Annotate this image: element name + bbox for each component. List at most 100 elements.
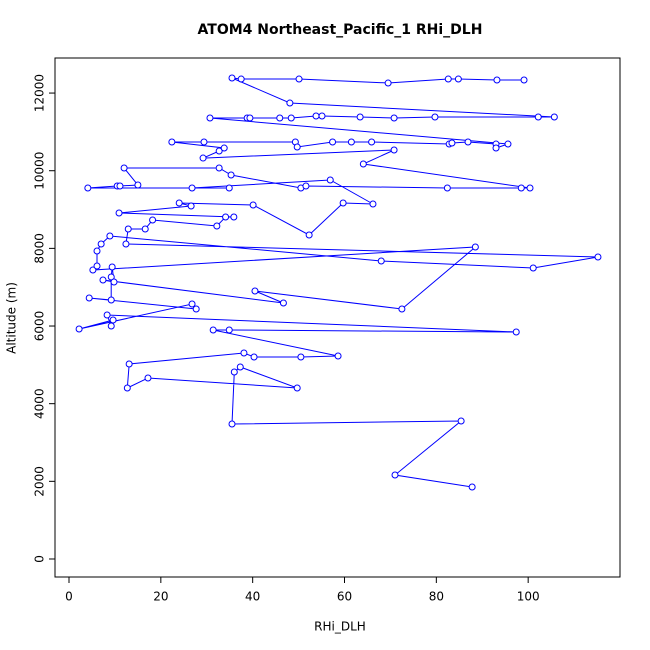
- data-point: [134, 181, 142, 189]
- data-point: [220, 144, 228, 152]
- x-tick-label: 40: [245, 590, 260, 604]
- y-tick-label: 6000: [33, 311, 47, 342]
- x-tick-label: 20: [153, 590, 168, 604]
- data-point: [326, 176, 334, 184]
- data-point: [141, 225, 149, 233]
- data-point: [236, 363, 244, 371]
- data-point: [594, 253, 602, 261]
- data-point: [550, 113, 558, 121]
- x-tick-label: 0: [65, 590, 73, 604]
- data-point: [276, 114, 284, 122]
- chart-title: ATOM4 Northeast_Pacific_1 RHi_DLH: [198, 22, 483, 38]
- data-point: [188, 184, 196, 192]
- data-point: [318, 112, 326, 120]
- data-point: [391, 471, 399, 479]
- data-point: [209, 326, 217, 334]
- data-point: [398, 305, 406, 313]
- y-axis-label: Altitude (m): [5, 282, 19, 354]
- data-point: [246, 114, 254, 122]
- data-point: [123, 384, 131, 392]
- data-point: [93, 247, 101, 255]
- y-tick-label: 8000: [33, 233, 47, 264]
- data-point: [504, 140, 512, 148]
- data-point: [120, 164, 128, 172]
- data-point: [228, 420, 236, 428]
- data-point: [125, 360, 133, 368]
- data-point: [293, 143, 301, 151]
- data-point: [240, 349, 248, 357]
- data-point: [492, 144, 500, 152]
- data-point: [368, 138, 376, 146]
- data-point: [359, 160, 367, 168]
- data-point: [329, 138, 337, 146]
- x-tick-label: 80: [429, 590, 444, 604]
- data-point: [230, 368, 238, 376]
- data-point: [529, 264, 537, 272]
- data-point: [286, 99, 294, 107]
- data-point: [251, 287, 259, 295]
- data-point: [115, 209, 123, 217]
- data-point: [464, 138, 472, 146]
- data-point: [215, 164, 223, 172]
- y-tick-label: 2000: [33, 466, 47, 497]
- data-point: [444, 75, 452, 83]
- data-point: [215, 147, 223, 155]
- data-point: [175, 199, 183, 207]
- y-tick-label: 10000: [33, 152, 47, 190]
- x-tick-label: 60: [337, 590, 352, 604]
- data-point: [200, 138, 208, 146]
- data-point: [107, 322, 115, 330]
- y-tick-label: 12000: [33, 74, 47, 112]
- data-point: [144, 374, 152, 382]
- data-point: [454, 75, 462, 83]
- data-point: [97, 240, 105, 248]
- data-point: [106, 232, 114, 240]
- data-point: [222, 213, 230, 221]
- data-point: [93, 262, 101, 270]
- data-point: [122, 240, 130, 248]
- data-point: [168, 138, 176, 146]
- data-point: [192, 305, 200, 313]
- data-point: [334, 352, 342, 360]
- data-point: [468, 483, 476, 491]
- data-point: [237, 75, 245, 83]
- data-point: [75, 325, 83, 333]
- data-point: [493, 76, 501, 84]
- data-point: [457, 417, 465, 425]
- data-point: [390, 146, 398, 154]
- data-point: [84, 184, 92, 192]
- data-point: [149, 216, 157, 224]
- data-point: [103, 311, 111, 319]
- data-point: [250, 353, 258, 361]
- data-point: [213, 222, 221, 230]
- data-point: [339, 199, 347, 207]
- data-point: [520, 76, 528, 84]
- data-point: [287, 114, 295, 122]
- data-point: [471, 243, 479, 251]
- data-point: [448, 139, 456, 147]
- data-point: [199, 154, 207, 162]
- data-point: [305, 231, 313, 239]
- data-point: [293, 384, 301, 392]
- data-point: [99, 276, 107, 284]
- data-point: [390, 114, 398, 122]
- data-point: [295, 75, 303, 83]
- data-point: [279, 299, 287, 307]
- data-point: [206, 114, 214, 122]
- data-point: [534, 113, 542, 121]
- data-point: [384, 79, 392, 87]
- data-point: [312, 112, 320, 120]
- data-point: [225, 184, 233, 192]
- data-point: [110, 278, 118, 286]
- data-point: [526, 184, 534, 192]
- y-tick-label: 0: [33, 555, 47, 563]
- data-point: [108, 263, 116, 271]
- data-point: [431, 113, 439, 121]
- data-point: [187, 202, 195, 210]
- data-point: [228, 74, 236, 82]
- data-point: [297, 353, 305, 361]
- data-point: [512, 328, 520, 336]
- y-tick-label: 4000: [33, 388, 47, 419]
- data-point: [230, 213, 238, 221]
